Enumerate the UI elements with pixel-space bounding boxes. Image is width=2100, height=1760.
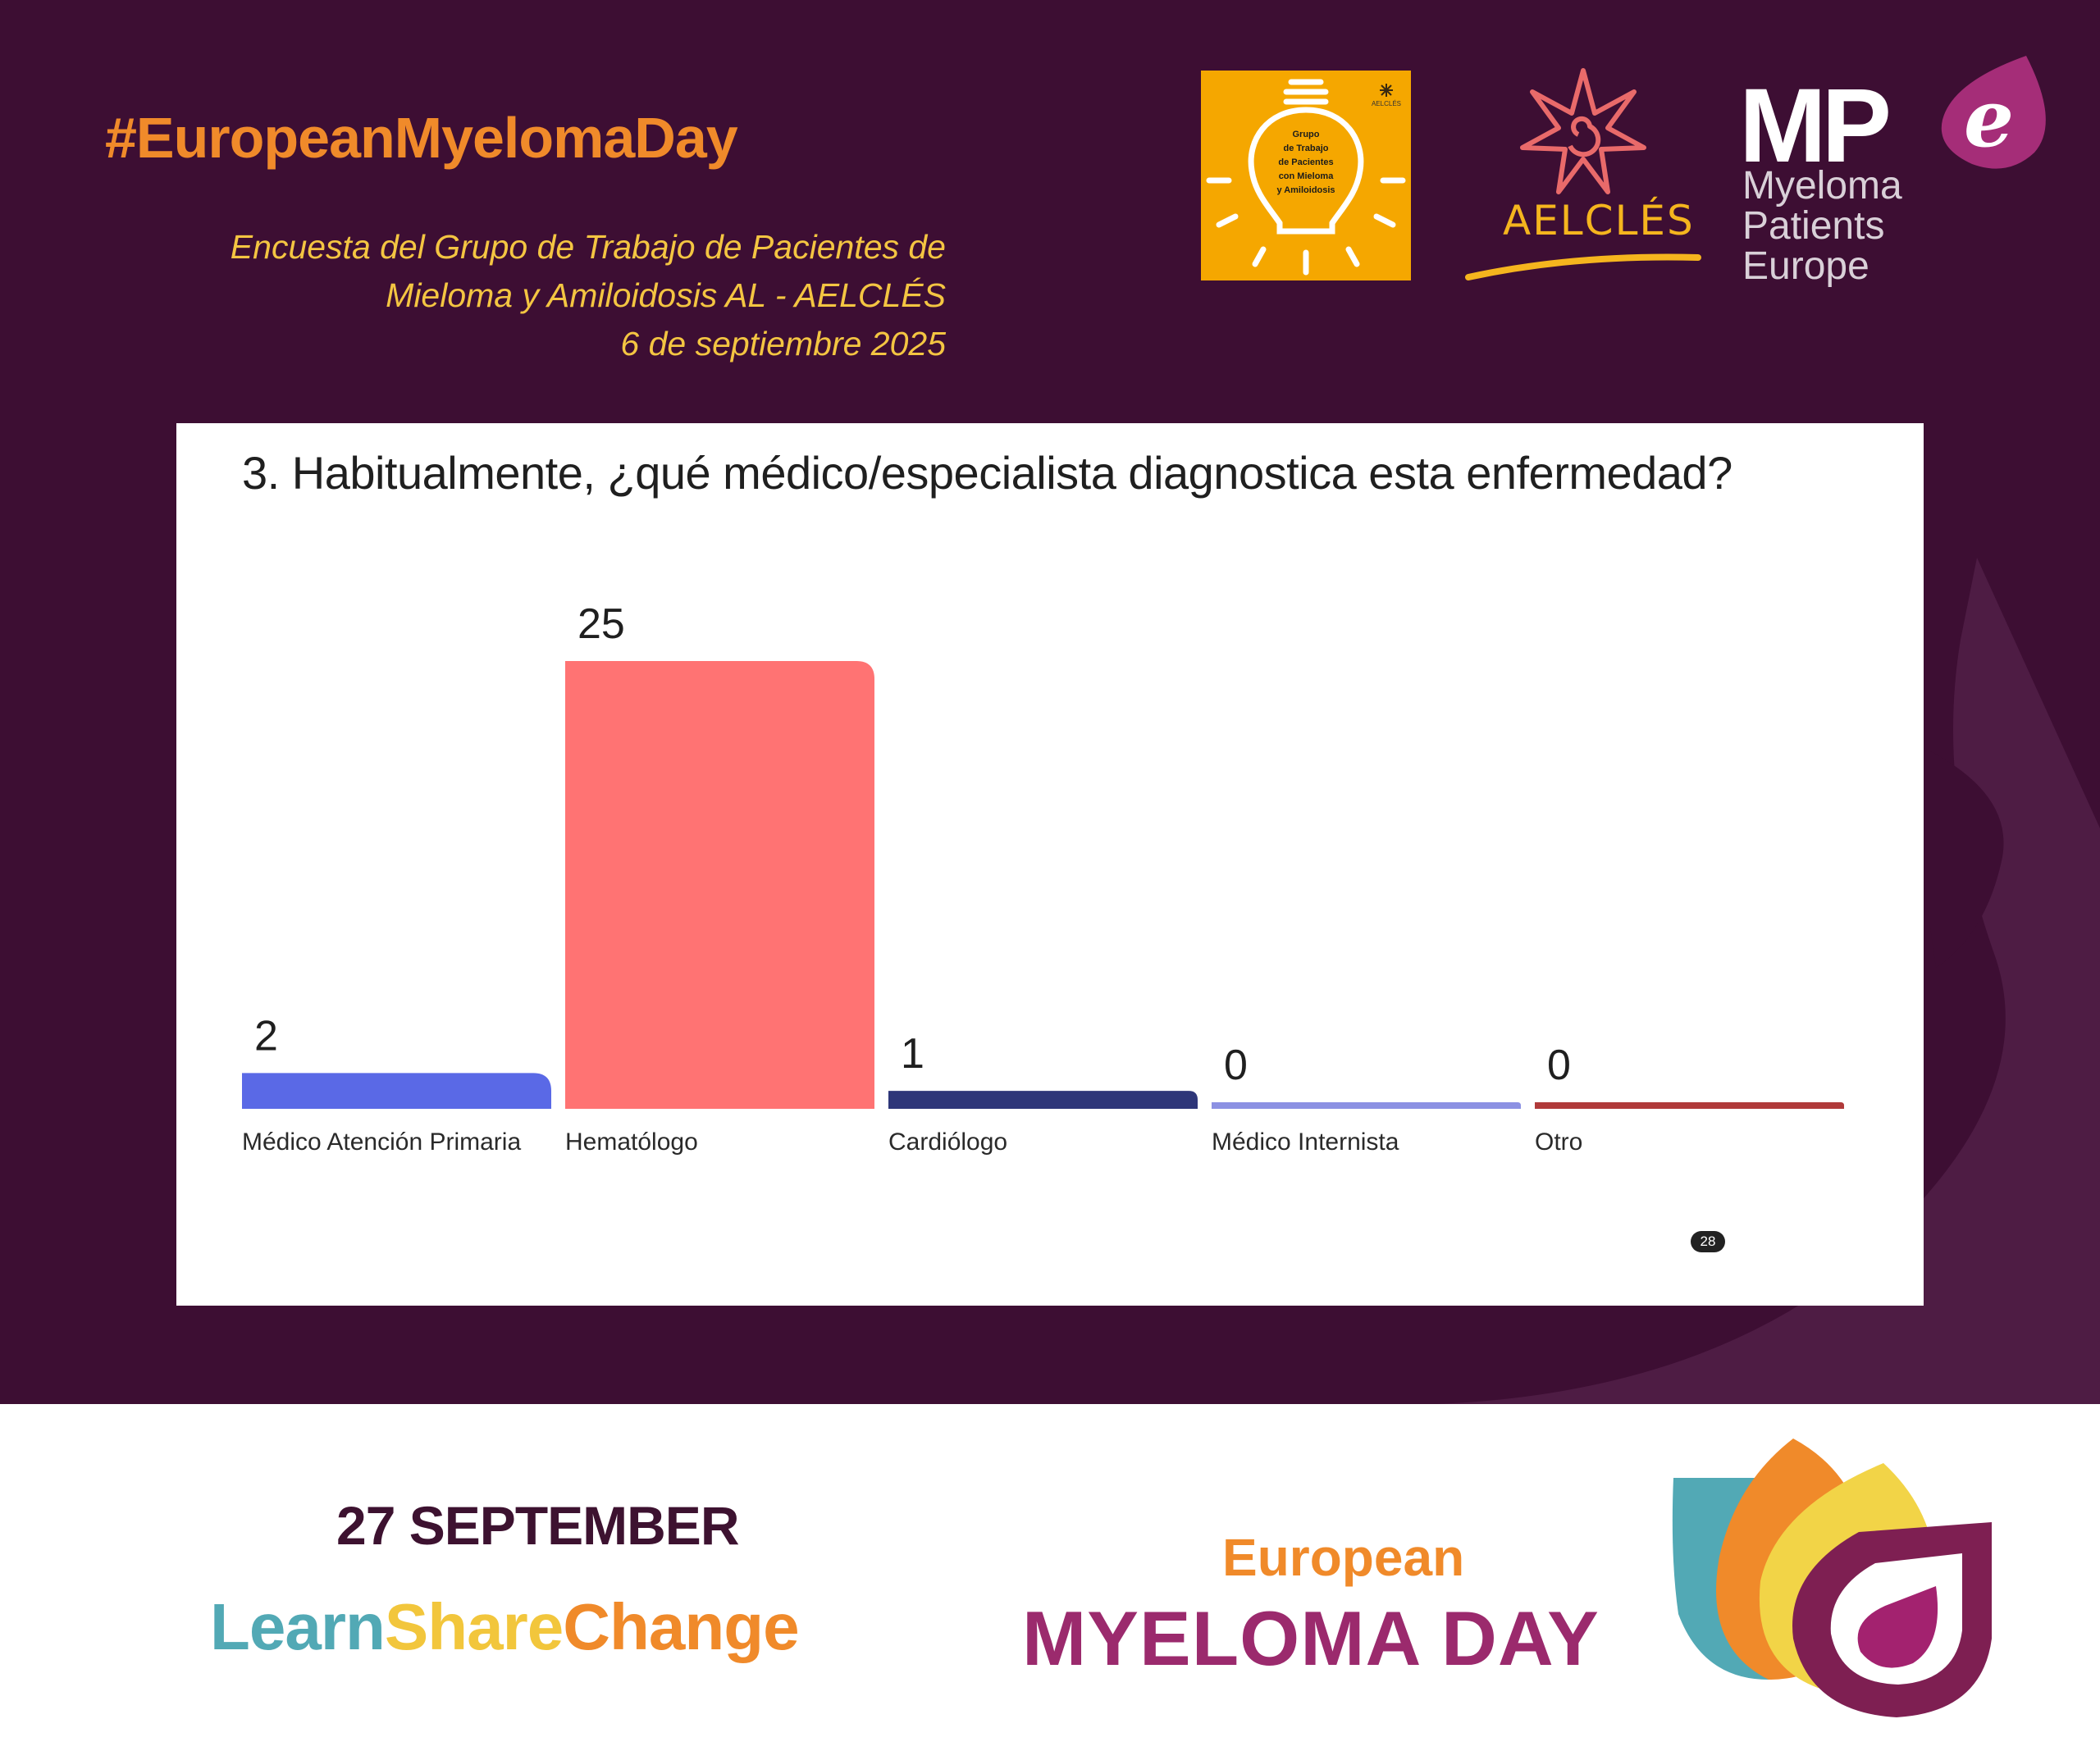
change-word: Change (563, 1590, 799, 1663)
mpe-letter: e (1964, 72, 2014, 165)
aelcles-wordmark: AELCLÉS (1503, 197, 1695, 244)
bar-value-label: 25 (578, 600, 625, 648)
bulb-line: de Pacientes (1278, 157, 1334, 167)
mpe-line: Myeloma (1742, 164, 1902, 207)
decorative-swoosh (1436, 558, 2100, 1404)
bulb-logo-text: Grupo de Trabajo de Pacientes con Mielom… (1265, 128, 1347, 198)
bar-value-label: 0 (1547, 1042, 1571, 1089)
participants-count-badge: 28 (1691, 1231, 1725, 1252)
subtitle-line: Encuesta del Grupo de Trabajo de Pacient… (230, 228, 946, 266)
bar-value-label: 2 (254, 1012, 278, 1060)
bulb-line: de Trabajo (1283, 144, 1329, 153)
learn-share-change: LearnShareChange (210, 1589, 800, 1665)
subtitle-line: Mieloma y Amiloidosis AL - AELCLÉS (386, 276, 946, 314)
event-date: 27 SEPTEMBER (336, 1495, 739, 1556)
bar-0 (242, 1073, 551, 1109)
bar-1 (565, 661, 874, 1109)
working-group-logo: AELCLÉS Grupo de Trabajo de Pacientes co… (1201, 71, 1411, 280)
bar-2 (888, 1091, 1198, 1109)
bar-4 (1535, 1102, 1844, 1109)
mpe-line: Europe (1742, 244, 1869, 288)
mpe-mark: MP (1739, 67, 1892, 185)
myeloma-day-flame-logo (1672, 1439, 1992, 1717)
bulb-line: Grupo (1292, 130, 1320, 139)
mpe-line: Patients (1742, 204, 1885, 248)
category-label: Cardiólogo (888, 1128, 1007, 1156)
category-label: Médico Atención Primaria (242, 1128, 521, 1156)
share-word: Share (384, 1590, 564, 1663)
learn-word: Learn (210, 1590, 386, 1663)
bulb-line: con Mieloma (1278, 171, 1334, 181)
category-label: Hematólogo (565, 1128, 698, 1156)
lightbulb-icon (1206, 79, 1406, 276)
bar-value-label: 1 (901, 1030, 924, 1078)
aelcles-logo: AELCLÉS (1460, 57, 1706, 287)
mpe-subtitle: Myeloma Patients Europe (1742, 166, 1902, 286)
myeloma-day-label: MYELOMA DAY (1022, 1595, 1600, 1681)
drop-icon: e (1941, 56, 2046, 169)
star-flower-icon (1465, 68, 1701, 280)
bar-value-label: 0 (1224, 1042, 1248, 1089)
subtitle-date: 6 de septiembre 2025 (620, 325, 946, 362)
european-label: European (1222, 1528, 1465, 1587)
bar-3 (1212, 1102, 1521, 1109)
hashtag-title: #EuropeanMyelomaDay (105, 106, 738, 170)
bulb-line: y Amiloidosis (1276, 185, 1335, 195)
category-label: Médico Internista (1212, 1128, 1399, 1156)
question-title: 3. Habitualmente, ¿qué médico/especialis… (242, 447, 1732, 499)
survey-subtitle: Encuesta del Grupo de Trabajo de Pacient… (123, 223, 946, 368)
mini-label: AELCLÉS (1371, 100, 1401, 107)
bar-chart: 2 Médico Atención Primaria 25 Hematólogo 1 Ca… (242, 600, 1844, 1156)
top-band: #EuropeanMyelomaDay Encuesta del Grupo d… (105, 49, 2100, 1404)
poll-card: 3. Habitualmente, ¿qué médico/especialis… (176, 423, 1924, 1306)
mpe-logo: MP e Myeloma Patients Europe (1739, 49, 2046, 295)
category-label: Otro (1535, 1128, 1582, 1156)
